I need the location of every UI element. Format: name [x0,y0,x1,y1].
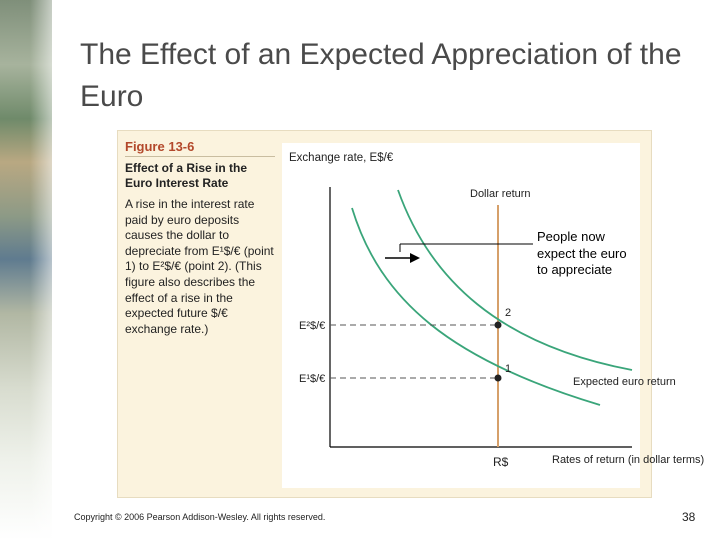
point-1-label: 1 [505,363,511,375]
page-number: 38 [682,510,696,524]
copyright-footer: Copyright © 2006 Pearson Addison-Wesley.… [74,512,326,522]
callout-text: People now expect the euro to appreciate [537,229,627,277]
point-2-marker [494,321,502,329]
expected-euro-return-initial-curve [351,207,601,406]
figure-subtitle: Effect of a Rise in the Euro Interest Ra… [125,161,248,190]
chart-panel [282,143,640,488]
y-tick-e2: E²$/€ [299,320,325,332]
expected-euro-return-new-curve [397,189,633,371]
point-2-label: 2 [505,307,511,319]
shift-arrow-head [410,253,420,263]
y-tick-e1: E¹$/€ [299,373,325,385]
side-strip-fade [30,0,70,540]
point-1-marker [494,374,502,382]
x-axis-label: Rates of return (in dollar terms) [552,454,704,466]
x-tick-rs: R$ [493,455,509,469]
dollar-return-label: Dollar return [470,188,531,200]
figure-number: Figure 13-6 [125,139,195,154]
slide-title: The Effect of an Expected Appreciation o… [80,38,682,113]
y-axis-label: Exchange rate, E$/€ [289,152,394,164]
figure-caption: A rise in the interest rate paid by euro… [125,197,274,336]
expected-euro-return-label: Expected euro return [573,376,676,388]
figure-divider [125,156,275,157]
